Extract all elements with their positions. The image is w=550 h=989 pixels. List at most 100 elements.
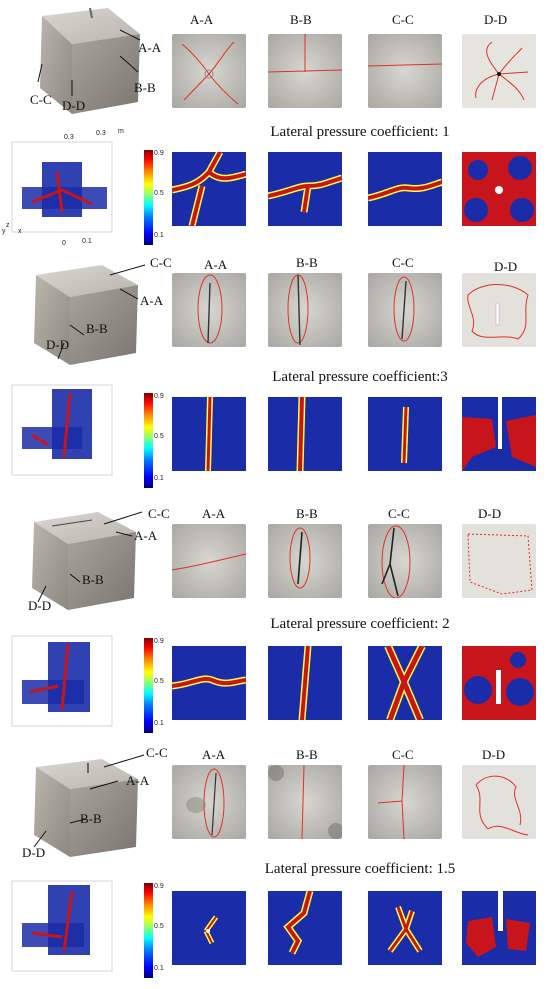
case-title: Lateral pressure coefficient: 1.5: [264, 861, 456, 877]
colorbar: [144, 638, 153, 733]
cbar-tick: 0.1: [154, 232, 164, 239]
sim-map-d: [462, 891, 536, 965]
section-photo-a: [172, 765, 246, 839]
sim-map-c: [368, 152, 442, 226]
cbar-tick: 0.1: [154, 965, 164, 972]
cbar-tick: 0.9: [154, 883, 164, 890]
cube-illustration: [34, 759, 138, 857]
cube-label-3: C-C: [30, 92, 52, 107]
sim-map-c: [368, 891, 442, 965]
cube-label-4: D-D: [28, 598, 52, 613]
cube-arrows: [37, 511, 143, 603]
sim-map-b: [268, 891, 342, 965]
section-photo-c: [368, 765, 442, 839]
colorbar: [144, 150, 153, 245]
cube-photo: [22, 4, 150, 120]
axis-unit: m: [118, 128, 124, 135]
section-label-d: D-D: [494, 259, 518, 274]
cube-label-4: D-D: [62, 98, 86, 113]
sim-map-d: [462, 152, 536, 226]
case-2: C-C A-A B-B D-D A-A B-B C-C D-D Lateral …: [0, 247, 550, 494]
cube-illustration: [32, 512, 136, 610]
cbar-tick: 0.9: [154, 393, 164, 400]
cube-label-2: B-B: [134, 80, 156, 95]
cube-label-4: D-D: [22, 845, 46, 860]
section-label-b: B-B: [290, 12, 312, 27]
axis-tick: 0: [62, 240, 66, 247]
section-label-c: C-C: [388, 506, 410, 521]
colorbar: [144, 883, 153, 978]
cube-arrows: [33, 754, 145, 848]
plot-3d: [2, 871, 152, 983]
section-label-a: A-A: [202, 747, 226, 762]
section-photo-b: [268, 34, 342, 108]
section-label-a: A-A: [204, 257, 228, 272]
cube-label-2: A-A: [126, 773, 150, 788]
section-label-c: C-C: [392, 12, 414, 27]
cbar-tick: 0.1: [154, 475, 164, 482]
sim-map-c: [368, 646, 442, 720]
cube-illustration: [34, 265, 138, 365]
sim-map-a: [172, 152, 246, 226]
section-label-c: C-C: [392, 255, 414, 270]
axis-label-y: y: [2, 228, 6, 235]
section-photo-c: [368, 524, 442, 598]
cube-label-3: B-B: [80, 811, 102, 826]
sim-map-b: [268, 646, 342, 720]
sim-map-b: [268, 152, 342, 226]
cube-label-3: B-B: [86, 321, 108, 336]
section-photo-b: [268, 273, 342, 347]
case-title: Lateral pressure coefficient: 1: [270, 124, 450, 140]
section-photo-d: [462, 273, 536, 347]
cube-label-1: C-C: [146, 745, 168, 760]
sim-map-a: [172, 646, 246, 720]
sim-map-a: [172, 397, 246, 471]
sim-map-d: [462, 397, 536, 471]
section-photo-b: [268, 765, 342, 839]
cube-photo: [22, 753, 150, 861]
axis-tick: 0.3: [96, 130, 106, 137]
section-photo-c: [368, 34, 442, 108]
cbar-tick: 0.5: [154, 190, 164, 197]
cbar-tick: 0.9: [154, 150, 164, 157]
sim-map-d: [462, 646, 536, 720]
section-label-b: B-B: [296, 747, 318, 762]
section-photo-a: [172, 273, 246, 347]
case-title: Lateral pressure coefficient: 2: [270, 616, 450, 632]
section-photo-d: [462, 524, 536, 598]
cbar-tick: 0.5: [154, 923, 164, 930]
cube-photo: [22, 259, 150, 369]
section-label-d: D-D: [482, 747, 506, 762]
cube-label-3: B-B: [82, 572, 104, 587]
section-photo-a: [172, 34, 246, 108]
section-label-d: D-D: [484, 12, 508, 27]
section-photo-b: [268, 524, 342, 598]
case-1: A-A B-B C-C D-D A-A B-B C-C D-D Lateral …: [0, 0, 550, 247]
cube-label-2: A-A: [134, 528, 158, 543]
section-photo-d: [462, 34, 536, 108]
case-4: C-C A-A B-B D-D A-A B-B C-C D-D Lateral …: [0, 741, 550, 988]
cube-arrows: [37, 29, 141, 96]
section-photo-d: [462, 765, 536, 839]
axis-tick: 0.1: [82, 238, 92, 245]
section-label-a: A-A: [190, 12, 214, 27]
colorbar: [144, 393, 153, 488]
sim-map-b: [268, 397, 342, 471]
cube-illustration: [40, 7, 140, 114]
sim-map-a: [172, 891, 246, 965]
section-photo-a: [172, 524, 246, 598]
plot-3d: [2, 375, 152, 487]
cbar-tick: 0.9: [154, 638, 164, 645]
section-photo-c: [368, 273, 442, 347]
section-label-b: B-B: [296, 255, 318, 270]
axis-label-x: x: [18, 228, 22, 235]
cube-photo: [22, 508, 150, 614]
cube-label-1: A-A: [138, 40, 162, 55]
cbar-tick: 0.1: [154, 720, 164, 727]
plot-3d: [2, 132, 152, 244]
cbar-tick: 0.5: [154, 433, 164, 440]
case-3: C-C A-A B-B D-D A-A B-B C-C D-D Lateral …: [0, 494, 550, 741]
cube-arrows: [57, 264, 146, 360]
cube-label-1: C-C: [148, 506, 170, 521]
section-label-c: C-C: [392, 747, 414, 762]
